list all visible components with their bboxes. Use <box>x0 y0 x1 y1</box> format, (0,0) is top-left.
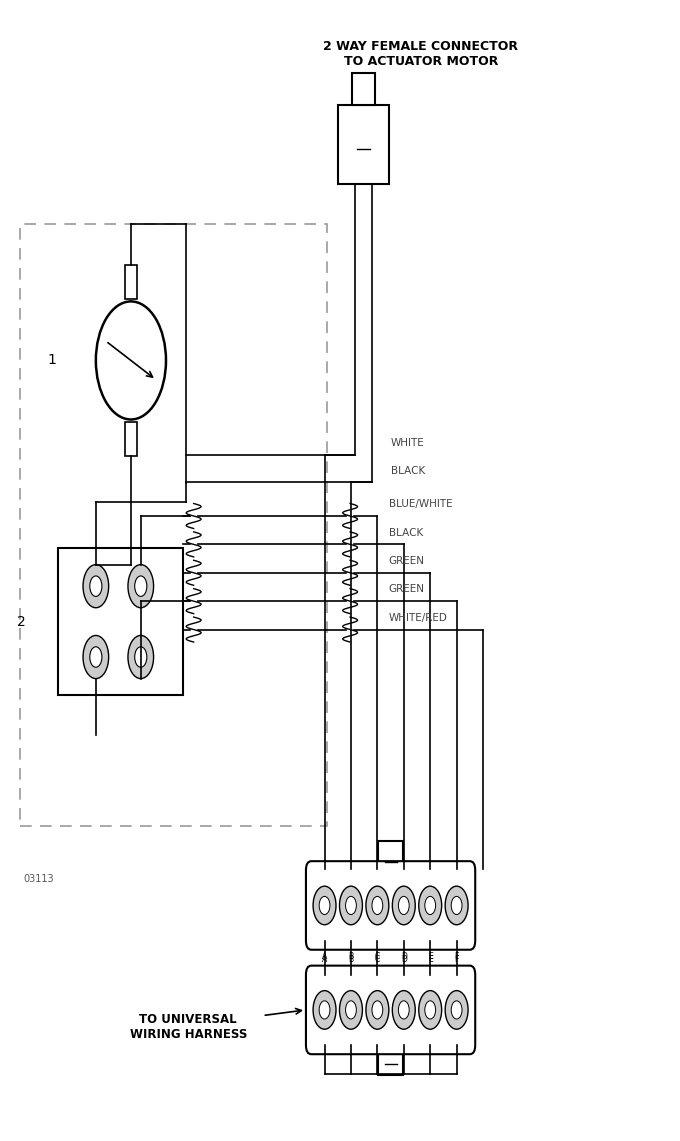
Bar <box>125 422 137 455</box>
Circle shape <box>90 576 102 597</box>
Circle shape <box>345 897 356 915</box>
Circle shape <box>83 565 109 608</box>
Text: A: A <box>322 955 327 964</box>
Circle shape <box>366 887 389 924</box>
Circle shape <box>83 636 109 679</box>
Text: 03113: 03113 <box>23 874 54 884</box>
Circle shape <box>313 887 336 924</box>
Text: C: C <box>375 952 380 961</box>
Circle shape <box>319 1001 330 1019</box>
Text: BLUE/WHITE: BLUE/WHITE <box>388 499 452 509</box>
Bar <box>339 105 389 185</box>
Circle shape <box>339 887 362 924</box>
Bar <box>378 1045 403 1075</box>
Circle shape <box>452 897 462 915</box>
FancyBboxPatch shape <box>306 965 475 1054</box>
Text: 2 WAY FEMALE CONNECTOR
TO ACTUATOR MOTOR: 2 WAY FEMALE CONNECTOR TO ACTUATOR MOTOR <box>324 40 518 68</box>
Text: GREEN: GREEN <box>388 584 424 594</box>
Circle shape <box>445 887 468 924</box>
Bar <box>125 265 137 299</box>
Circle shape <box>392 887 415 924</box>
Bar <box>20 224 326 826</box>
Circle shape <box>419 887 442 924</box>
Text: 1: 1 <box>48 354 56 367</box>
Circle shape <box>445 990 468 1029</box>
Text: E: E <box>428 955 432 964</box>
Text: TO UNIVERSAL
WIRING HARNESS: TO UNIVERSAL WIRING HARNESS <box>130 1013 247 1041</box>
Text: E: E <box>428 952 432 961</box>
Circle shape <box>128 636 154 679</box>
Text: A: A <box>322 952 327 961</box>
Text: B: B <box>348 952 354 961</box>
Circle shape <box>392 990 415 1029</box>
Text: F: F <box>454 952 459 961</box>
Text: 2: 2 <box>17 615 26 629</box>
Circle shape <box>366 990 389 1029</box>
Circle shape <box>398 1001 409 1019</box>
Text: D: D <box>401 952 407 961</box>
Circle shape <box>319 897 330 915</box>
Text: GREEN: GREEN <box>388 556 424 566</box>
FancyBboxPatch shape <box>306 861 475 949</box>
Circle shape <box>425 1001 436 1019</box>
Circle shape <box>128 565 154 608</box>
Text: D: D <box>401 955 407 964</box>
Circle shape <box>372 1001 383 1019</box>
Circle shape <box>135 576 147 597</box>
Text: WHITE: WHITE <box>390 438 424 448</box>
Text: BLACK: BLACK <box>388 527 423 537</box>
Text: B: B <box>348 955 354 964</box>
Circle shape <box>339 990 362 1029</box>
Bar <box>352 73 375 105</box>
Circle shape <box>372 897 383 915</box>
Circle shape <box>425 897 436 915</box>
Circle shape <box>345 1001 356 1019</box>
Circle shape <box>90 647 102 667</box>
Text: WHITE/RED: WHITE/RED <box>388 613 447 623</box>
Text: F: F <box>454 955 459 964</box>
Circle shape <box>419 990 442 1029</box>
Circle shape <box>135 647 147 667</box>
Circle shape <box>96 301 166 420</box>
Bar <box>58 548 183 695</box>
Circle shape <box>398 897 409 915</box>
Circle shape <box>313 990 336 1029</box>
Circle shape <box>452 1001 462 1019</box>
Text: BLACK: BLACK <box>390 467 425 476</box>
Text: C: C <box>375 955 380 964</box>
Bar <box>378 841 403 871</box>
